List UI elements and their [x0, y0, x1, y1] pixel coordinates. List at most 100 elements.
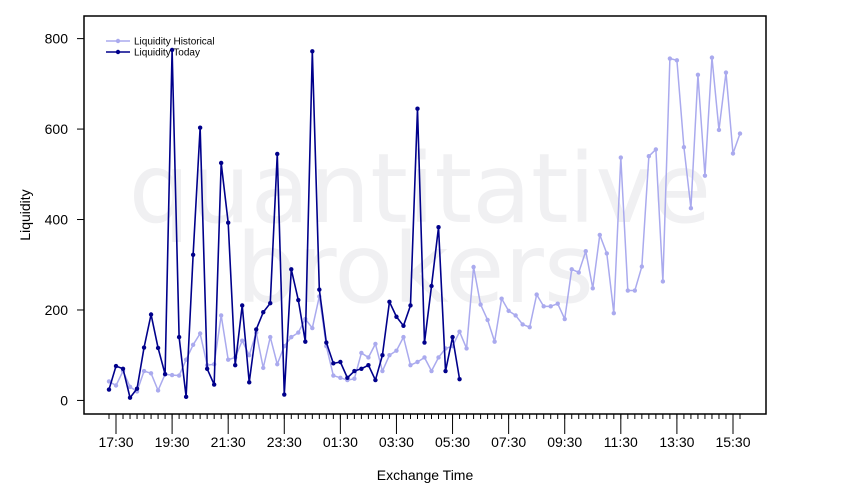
- data-point: [106, 387, 112, 392]
- data-point: [169, 47, 175, 53]
- data-point: [296, 297, 301, 303]
- data-point: [709, 55, 715, 60]
- data-point: [155, 388, 161, 393]
- data-point: [380, 353, 385, 358]
- series-layer: [106, 47, 743, 400]
- data-point: [604, 251, 609, 256]
- data-point: [148, 312, 154, 317]
- data-point: [569, 267, 574, 272]
- x-tick-label: 09:30: [547, 434, 582, 450]
- data-point: [387, 353, 392, 358]
- data-point: [247, 353, 252, 358]
- data-point: [366, 355, 371, 360]
- y-tick-label: 800: [45, 31, 69, 47]
- x-tick-label: 03:30: [379, 434, 414, 450]
- data-point: [555, 301, 560, 306]
- data-point: [141, 368, 147, 374]
- legend-swatch-marker: [115, 49, 121, 55]
- data-point: [275, 151, 280, 157]
- data-point: [513, 313, 518, 318]
- data-point: [176, 334, 182, 340]
- data-point: [268, 300, 273, 306]
- data-point: [162, 372, 168, 377]
- data-point: [183, 394, 189, 400]
- y-tick-label: 200: [45, 302, 69, 318]
- data-point: [401, 334, 406, 340]
- data-point: [611, 310, 616, 316]
- data-point: [282, 392, 287, 397]
- data-point: [408, 362, 413, 368]
- data-point: [730, 151, 736, 156]
- x-tick-label: 07:30: [491, 434, 526, 450]
- data-point: [527, 324, 532, 330]
- data-point: [211, 382, 217, 387]
- data-point: [492, 339, 497, 344]
- y-axis-title: Liquidity: [17, 189, 33, 240]
- data-point: [338, 375, 343, 381]
- data-point: [380, 368, 385, 374]
- data-point: [674, 58, 680, 63]
- data-point: [261, 310, 266, 315]
- data-point: [520, 322, 525, 327]
- data-point: [289, 267, 294, 272]
- data-point: [688, 206, 694, 211]
- data-point: [106, 379, 112, 384]
- data-point: [261, 365, 266, 371]
- data-point: [625, 288, 631, 293]
- data-point: [331, 373, 336, 378]
- data-point: [429, 368, 434, 374]
- data-point: [247, 380, 252, 385]
- data-point: [485, 317, 490, 323]
- data-point: [583, 248, 588, 254]
- data-point: [436, 225, 441, 230]
- data-point: [310, 325, 315, 331]
- data-point: [218, 160, 224, 166]
- data-point: [218, 313, 224, 318]
- data-point: [197, 125, 203, 130]
- data-point: [141, 345, 147, 350]
- y-tick-label: 600: [45, 121, 69, 137]
- data-point: [457, 329, 462, 334]
- data-point: [457, 376, 462, 382]
- data-point: [113, 383, 119, 388]
- data-point: [653, 147, 659, 152]
- data-point: [190, 252, 196, 257]
- data-point: [359, 350, 364, 356]
- data-point: [148, 371, 154, 376]
- data-point: [366, 362, 371, 368]
- data-point: [443, 368, 448, 374]
- data-point: [352, 376, 357, 381]
- y-axis: 0 200 400 600 800: [45, 31, 84, 408]
- data-point: [464, 346, 469, 351]
- data-point: [338, 359, 343, 365]
- data-point: [197, 331, 203, 336]
- data-point: [499, 296, 504, 301]
- data-point: [450, 334, 455, 340]
- series-historical: [106, 55, 743, 394]
- data-point: [345, 375, 350, 381]
- x-tick-label: 15:30: [715, 434, 750, 450]
- legend-label: Liquidity Today: [134, 48, 200, 59]
- x-tick-label: 17:30: [98, 434, 133, 450]
- data-point: [190, 342, 196, 348]
- data-point: [723, 70, 729, 75]
- data-point: [225, 357, 231, 362]
- data-point: [324, 340, 329, 345]
- data-point: [240, 338, 245, 343]
- data-point: [646, 154, 652, 159]
- data-point: [233, 362, 238, 368]
- legend-label: Liquidity Historical: [134, 37, 215, 48]
- data-point: [296, 330, 301, 335]
- data-point: [225, 220, 231, 225]
- data-point: [303, 339, 308, 344]
- data-point: [169, 372, 175, 378]
- data-point: [394, 348, 399, 353]
- data-point: [113, 363, 119, 369]
- data-point: [506, 308, 511, 314]
- data-point: [127, 395, 133, 400]
- data-point: [471, 264, 476, 270]
- data-point: [618, 155, 624, 160]
- series-today: [106, 47, 462, 400]
- data-point: [275, 362, 280, 367]
